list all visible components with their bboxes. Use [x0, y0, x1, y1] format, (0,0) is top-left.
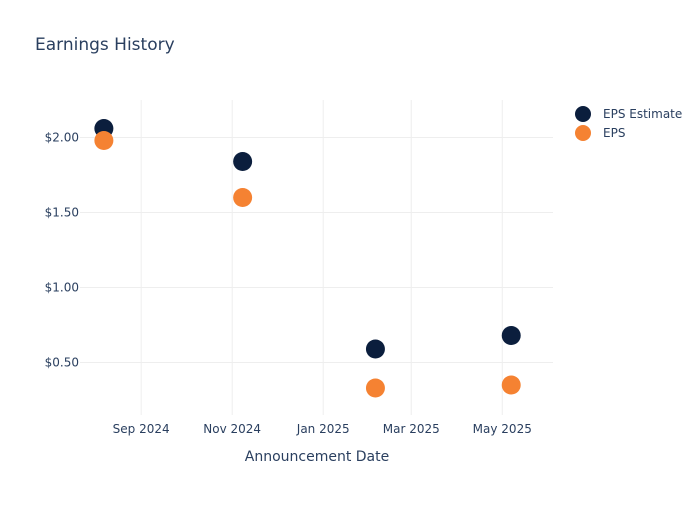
legend-marker[interactable]: [575, 106, 591, 122]
legend-label[interactable]: EPS: [603, 126, 625, 140]
x-axis-title: Announcement Date: [245, 449, 389, 465]
eps-point[interactable]: [94, 131, 114, 150]
legend-marker[interactable]: [575, 125, 591, 141]
y-axis-ticks: $0.50 $1.00 $1.50 $2.00: [45, 131, 79, 370]
y-tick-label: $2.00: [45, 131, 79, 145]
x-tick-label: Sep 2024: [113, 422, 170, 436]
legend-label[interactable]: EPS Estimate: [603, 107, 682, 121]
x-tick-label: Nov 2024: [203, 422, 261, 436]
data-points: [94, 119, 521, 398]
x-tick-label: May 2025: [473, 422, 532, 436]
grid-lines: [80, 100, 553, 415]
x-tick-label: Jan 2025: [296, 422, 350, 436]
y-tick-label: $1.00: [45, 281, 79, 295]
chart-title: Earnings History: [35, 35, 175, 55]
eps-estimate-point[interactable]: [233, 152, 253, 171]
x-axis-ticks: Sep 2024 Nov 2024 Jan 2025 Mar 2025 May 2025: [113, 422, 532, 436]
eps-estimate-point[interactable]: [501, 326, 521, 345]
y-tick-label: $0.50: [45, 356, 79, 370]
eps-estimate-point[interactable]: [365, 339, 385, 359]
x-tick-label: Mar 2025: [383, 422, 440, 436]
legend: EPS Estimate EPS: [575, 106, 682, 141]
y-tick-label: $1.50: [45, 206, 79, 220]
eps-point[interactable]: [365, 378, 385, 398]
eps-point[interactable]: [233, 188, 253, 207]
eps-point[interactable]: [501, 375, 521, 395]
